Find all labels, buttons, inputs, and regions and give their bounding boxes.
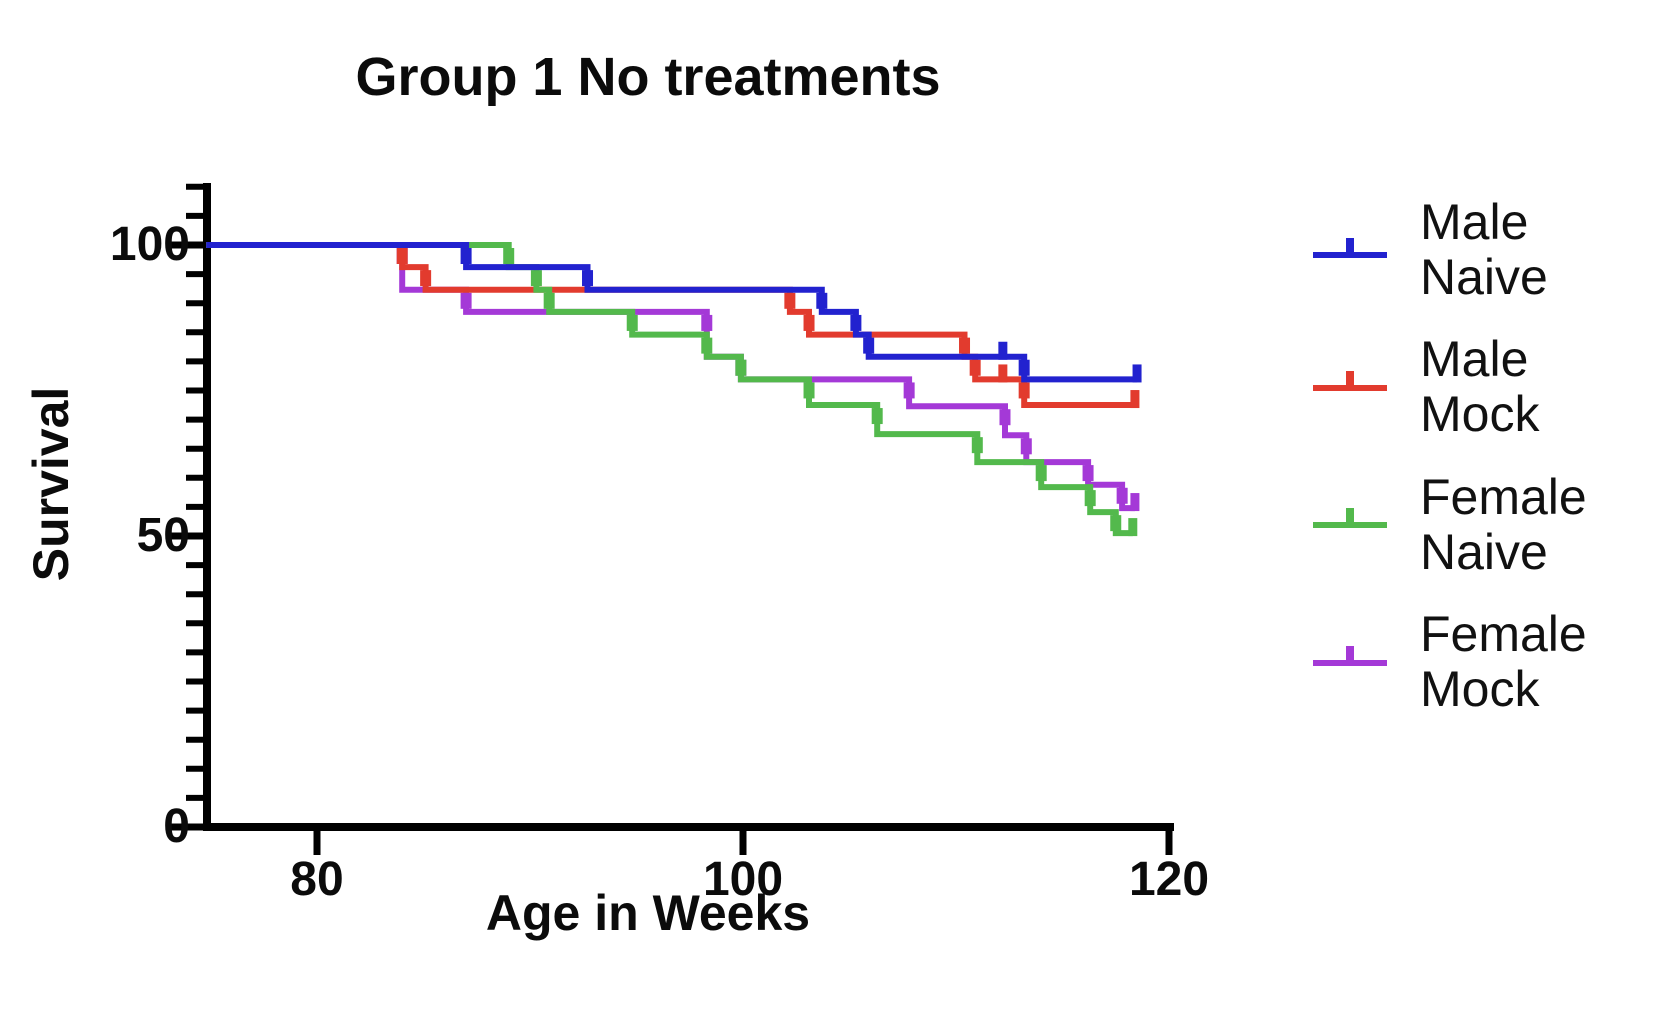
series-male-mock [206,242,1140,409]
y-axis-title: Survival [23,386,79,582]
legend-label-line: Female [1420,469,1587,525]
legend-label-line: Naive [1420,524,1548,580]
axes [171,183,1174,855]
legend-label-line: Male [1420,331,1529,387]
series-female-naive [206,242,1138,537]
legend-entry-female-naive: Female Naive [1420,470,1587,580]
legend-entry-male-naive: Male Naive [1420,195,1548,305]
legend-label-line: Mock [1420,661,1540,717]
legend-swatches [1313,238,1387,666]
x-tick-label-80: 80 [290,853,344,906]
y-tick-label-100: 100 [109,218,190,271]
x-tick-label-120: 120 [1128,853,1210,906]
x-axis-title: Age in Weeks [485,885,811,941]
legend-label-line: Naive [1420,249,1548,305]
legend-label-line: Mock [1420,386,1540,442]
legend-entry-female-mock: Female Mock [1420,607,1587,717]
series-male-naive [206,242,1142,383]
x-tick-label-100: 100 [702,853,784,906]
legend-entry-male-mock: Male Mock [1420,332,1539,442]
y-tick-label-50: 50 [136,509,190,562]
legend-label-line: Male [1420,194,1529,250]
legend-label-line: Female [1420,606,1587,662]
y-tick-label-0: 0 [163,800,190,853]
chart-title: Group 1 No treatments [355,47,941,107]
